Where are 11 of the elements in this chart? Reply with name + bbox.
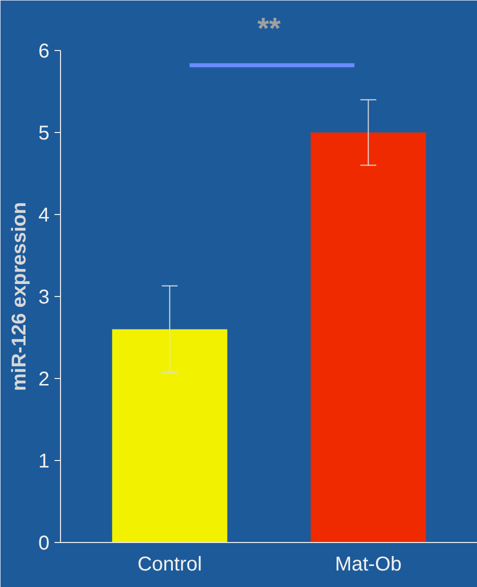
x-tick-label: Control [137, 554, 202, 576]
y-axis-title: miR-126 expression [8, 202, 30, 391]
y-tick-label: 3 [38, 286, 50, 308]
x-tick-label: Mat-Ob [334, 554, 402, 576]
y-tick-label: 1 [38, 450, 50, 472]
text: ** [257, 12, 281, 46]
y-tick-label: 2 [38, 368, 50, 390]
y-tick-label: 5 [38, 122, 50, 144]
y-tick-label: 4 [38, 204, 50, 226]
y-tick-label: 6 [38, 40, 50, 62]
y-tick-label: 0 [38, 532, 50, 554]
